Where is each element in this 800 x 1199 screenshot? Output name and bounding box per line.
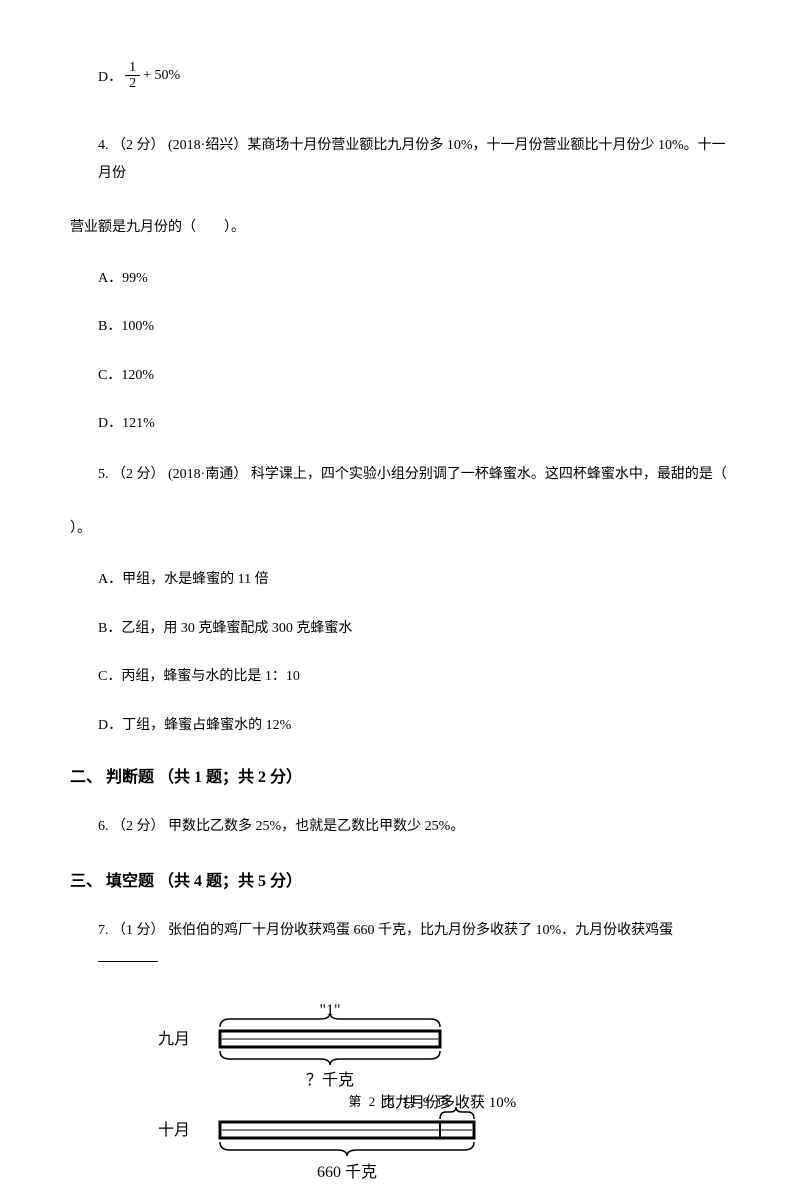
section-2-heading: 二、 判断题 （共 1 题；共 2 分） [70,763,730,787]
section-3-heading: 三、 填空题 （共 4 题；共 5 分） [70,867,730,891]
q5-stem-line2-wrap: ）。 [70,515,730,543]
q4-stem: 4. （2 分） (2018·绍兴）某商场十月份营业额比九月份多 10%，十一月… [70,132,730,188]
fig-one-label: "1" [319,1002,340,1019]
fraction-denominator: 2 [125,76,140,91]
fig-oct-bottom-brace [220,1142,474,1156]
fraction-one-half: 1 2 [125,60,140,92]
fig-660kg: 660 千克 [317,1163,377,1181]
fig-sept-label: 九月 [158,1030,190,1048]
q3-d-prefix: D． [98,66,122,86]
q4-stem-line1: 4. （2 分） (2018·绍兴）某商场十月份营业额比九月份多 10%，十一月… [98,138,726,181]
q4-option-b: B．100% [70,316,730,338]
q7-stem: 7. （1 分） 张伯伯的鸡厂十月份收获鸡蛋 660 千克，比九月份多收获了 1… [70,917,730,973]
fig-top-brace [220,1013,440,1027]
q6-stem: 6. （2 分） 甲数比乙数多 25%，也就是乙数比甲数少 25%。 [70,813,730,841]
q3-option-d: D． 1 2 + 50% [70,60,730,92]
q4-option-c: C．120% [70,365,730,387]
q5-option-b: B．乙组，用 30 克蜂蜜配成 300 克蜂蜜水 [70,618,730,640]
fig-sept-bottom-brace [220,1051,440,1065]
q5-stem-line2: ）。 [70,521,91,536]
q7-blank [98,948,158,962]
q5-stem-line1: 5. （2 分） (2018·南通） 科学课上，四个实验小组分别调了一杯蜂蜜水。… [98,467,755,482]
fraction-numerator: 1 [125,60,140,76]
fig-oct-label: 十月 [158,1121,190,1139]
q3-d-tail: + 50% [143,68,180,84]
fig-qkg: ？千克 [306,1071,354,1089]
q4-option-d: D．121% [70,413,730,435]
q4-option-a: A．99% [70,268,730,290]
q5-option-a: A．甲组，水是蜂蜜的 11 倍 [70,569,730,591]
page-footer: 第 2 页 共 9 页 [0,1091,800,1110]
q4-stem-line2: 营业额是九月份的（ ）。 [70,220,245,235]
q5-stem: 5. （2 分） (2018·南通） 科学课上，四个实验小组分别调了一杯蜂蜜水。… [70,461,730,489]
q5-option-c: C．丙组，蜂蜜与水的比是 1：10 [70,666,730,688]
q7-stem-text: 7. （1 分） 张伯伯的鸡厂十月份收获鸡蛋 660 千克，比九月份多收获了 1… [98,923,673,938]
q4-stem-line2-wrap: 营业额是九月份的（ ）。 [70,214,730,242]
q5-option-d: D．丁组，蜂蜜占蜂蜜水的 12% [70,715,730,737]
